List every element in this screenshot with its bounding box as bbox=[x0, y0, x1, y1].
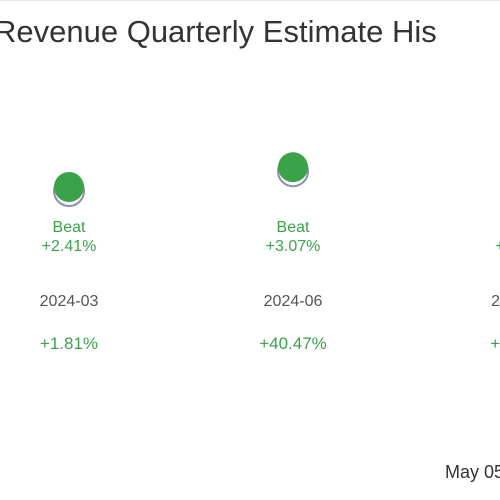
surprise-label: +3.07% bbox=[266, 238, 321, 255]
status-label: Beat bbox=[53, 219, 86, 236]
period-label: 20 bbox=[491, 293, 500, 310]
footer-date: May 05 bbox=[444, 462, 500, 482]
surprise-label: + bbox=[495, 238, 500, 255]
period-label: 2024-06 bbox=[264, 293, 323, 310]
surprise-label: +2.41% bbox=[42, 238, 97, 255]
beat-marker bbox=[54, 172, 84, 202]
change-label: +40.47% bbox=[259, 334, 327, 353]
period-label: 2024-03 bbox=[40, 293, 99, 310]
change-label: +1 bbox=[490, 334, 500, 353]
top-border bbox=[0, 0, 500, 1]
change-label: +1.81% bbox=[40, 334, 98, 353]
status-label: Beat bbox=[277, 219, 310, 236]
beat-marker bbox=[278, 152, 308, 183]
chart-title: Revenue Quarterly Estimate His bbox=[0, 14, 437, 49]
